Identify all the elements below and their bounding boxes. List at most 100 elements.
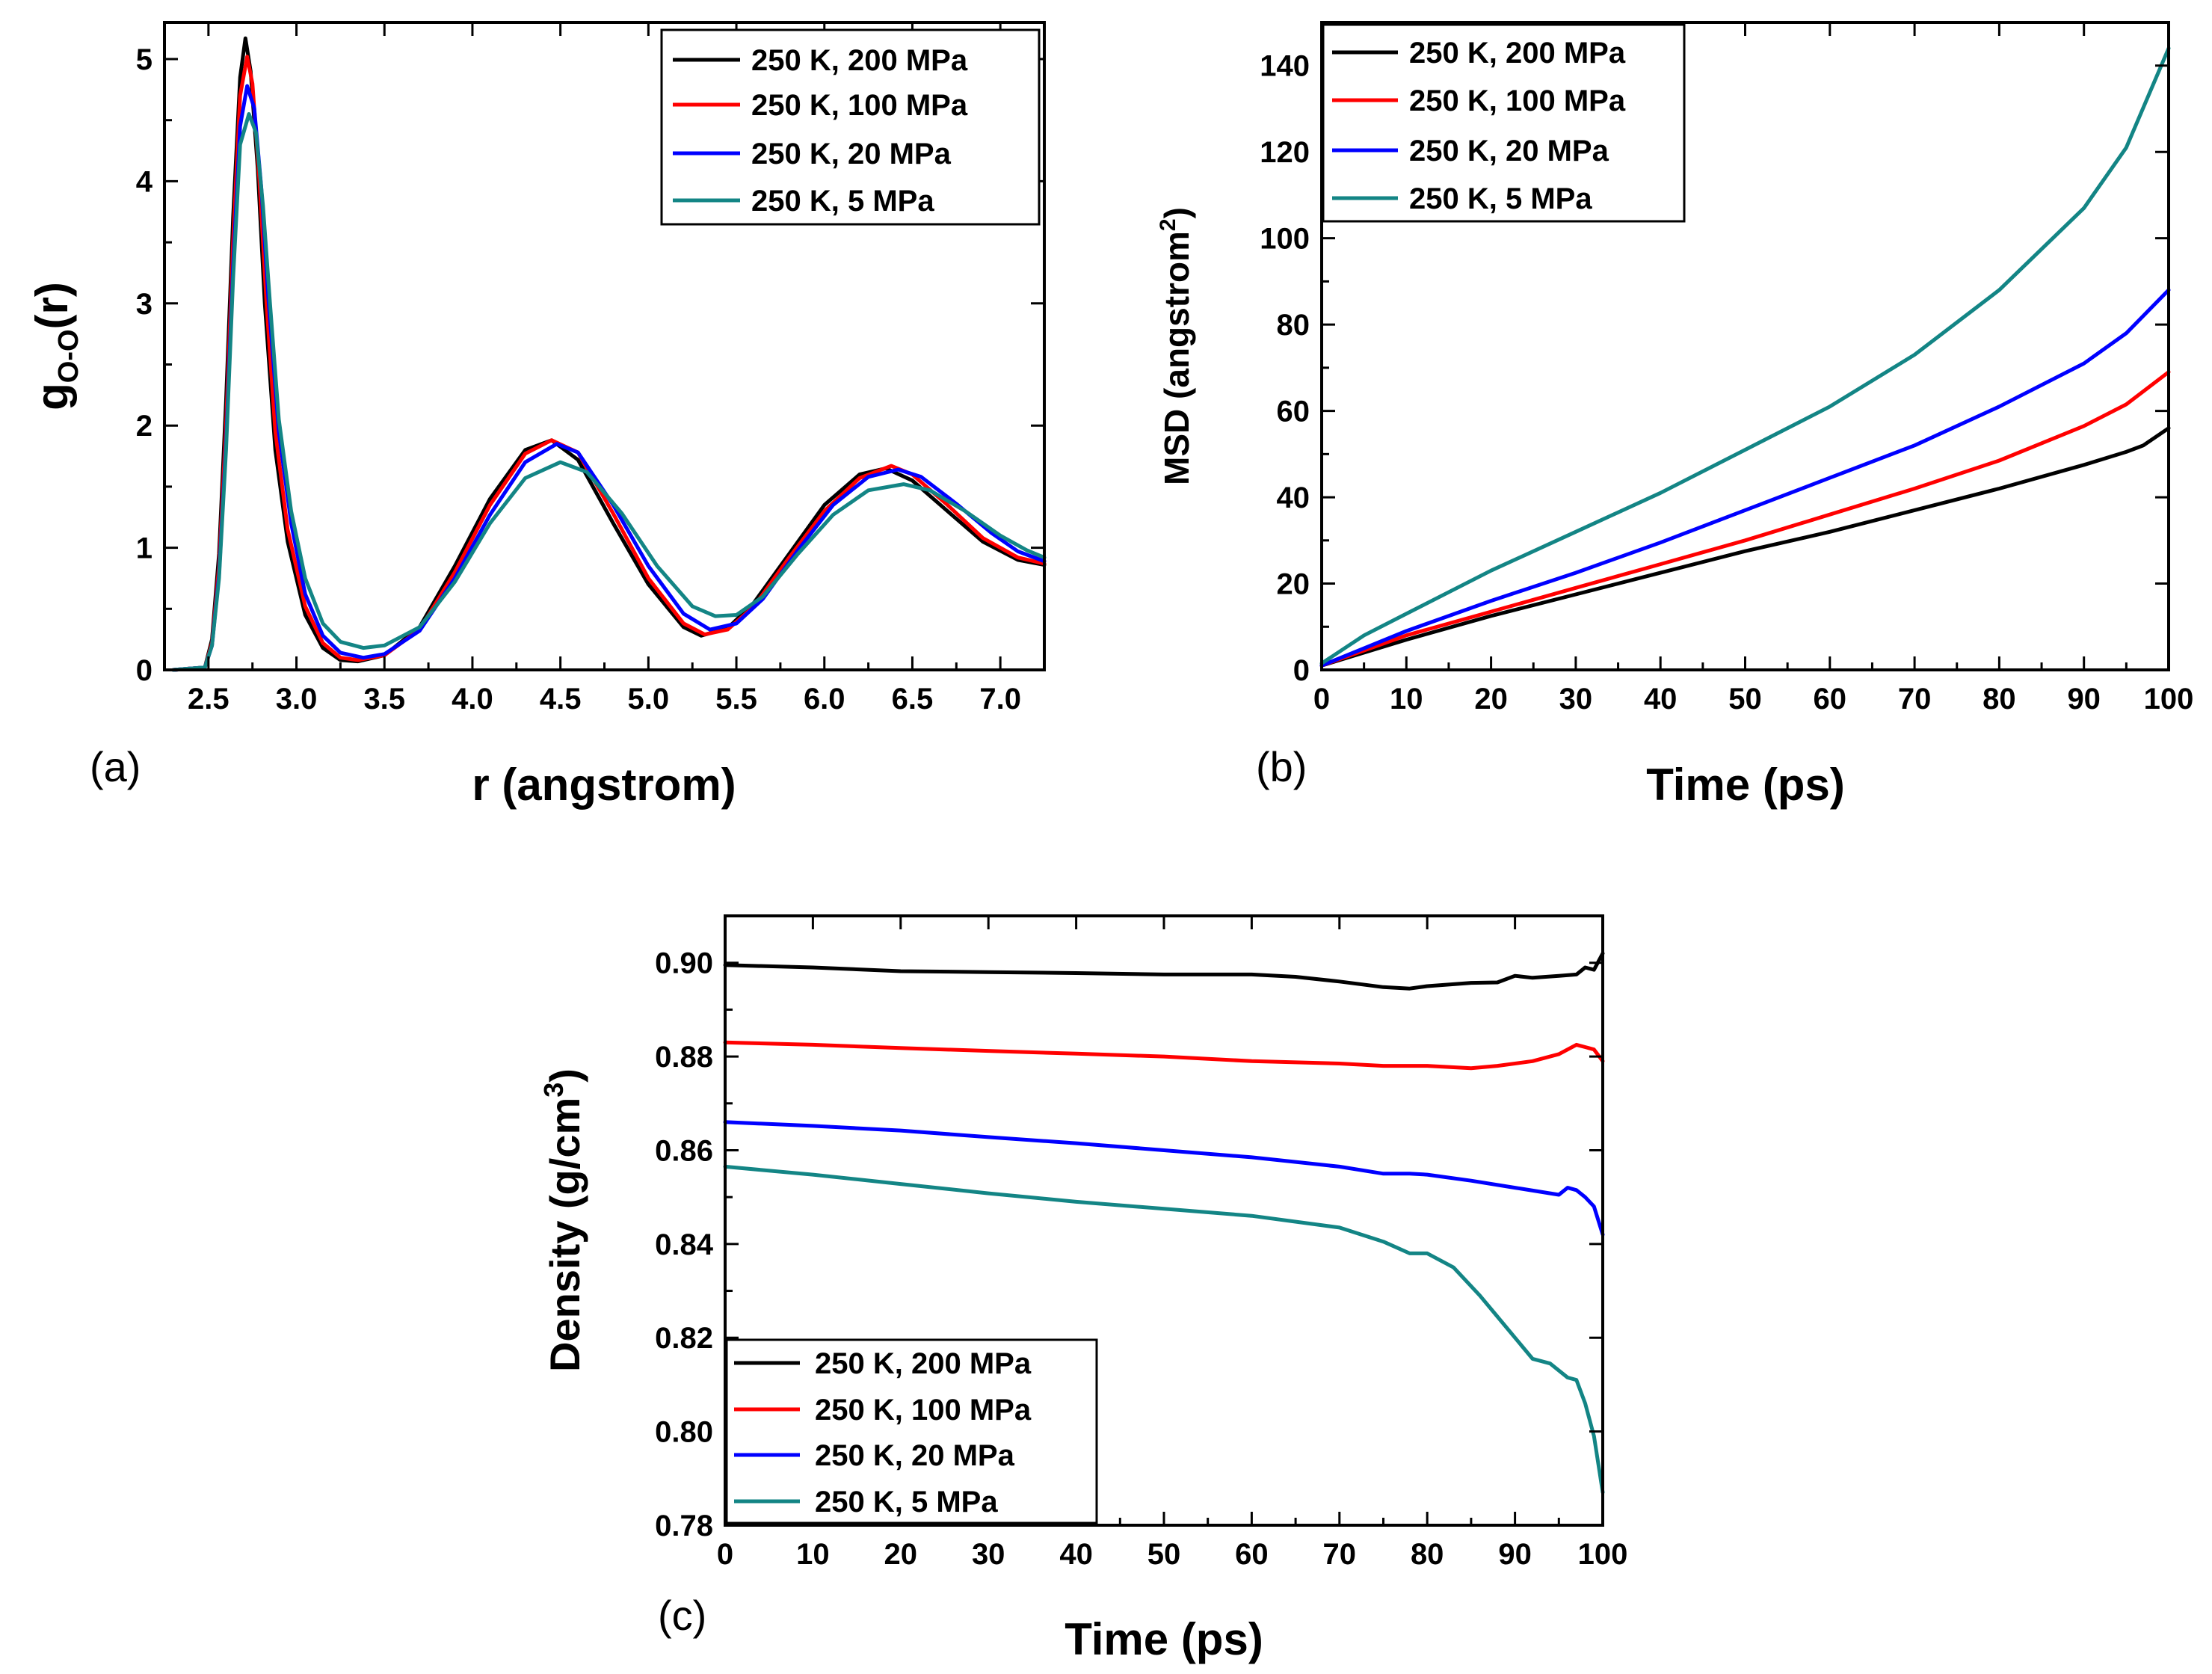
legend-b-label-5: 250 K, 5 MPa	[1409, 182, 1592, 215]
panel-a-ylabel-tail: (r)	[27, 282, 77, 329]
panel-b-series-s100	[1319, 370, 2171, 668]
panel-b-xtick-label: 60	[1814, 683, 1847, 716]
legend-c-label-100: 250 K, 100 MPa	[815, 1394, 1032, 1427]
panel-c-series-s200	[723, 951, 1605, 991]
panel-b-ytick-label: 140	[1260, 50, 1310, 83]
legend-c-label-20: 250 K, 20 MPa	[815, 1439, 1015, 1472]
panel-b-ytick-label: 20	[1277, 568, 1310, 601]
panel-a-xtick-label: 4.0	[452, 683, 493, 716]
legend-b-label-100: 250 K, 100 MPa	[1409, 84, 1626, 117]
panel-b-xtick-label: 50	[1728, 683, 1762, 716]
panel-b-xtick-label: 30	[1559, 683, 1593, 716]
panel-b-legend-box	[1322, 23, 1686, 223]
panel-b-ytick-label: 120	[1260, 136, 1310, 169]
panel-b-series-s20	[1319, 288, 2171, 668]
panel-a-lines	[171, 36, 1047, 672]
panel-b-ytick-label: 60	[1277, 396, 1310, 428]
panel-c-ylabel-sup: 3	[538, 1083, 569, 1098]
panel-c-ytick-label: 0.78	[655, 1510, 713, 1542]
panel-b-label: (b)	[1256, 743, 1307, 790]
panel-b-xlabel: Time (ps)	[1646, 760, 1845, 810]
legend-c-label-5: 250 K, 5 MPa	[815, 1486, 998, 1518]
panel-b-xtick-label: 0	[1313, 683, 1330, 716]
panel-c-ylabel-tail: )	[541, 1068, 588, 1083]
panel-c-xtick-label: 0	[717, 1538, 733, 1571]
panel-c-ticks: 0 10 20 30 40 50 60 70 80 90 100 0.78 0.80 0.82 0.84 0.…	[655, 916, 1627, 1571]
panel-a-legend: 250 K, 200 MPa 250 K, 100 MPa 250 K, 20 …	[660, 28, 1041, 226]
panel-a-xtick-label: 7.0	[979, 683, 1021, 716]
legend-b-label-200: 250 K, 200 MPa	[1409, 37, 1626, 70]
panel-c-ytick-label: 0.88	[655, 1041, 713, 1074]
legend-a-label-200: 250 K, 200 MPa	[751, 44, 968, 77]
panel-a-xtick-label: 3.5	[363, 683, 405, 716]
panel-b-xtick-label: 90	[2067, 683, 2101, 716]
panel-c-series-s100	[723, 1040, 1605, 1071]
panel-b-ylabel-sup: 2	[1156, 218, 1180, 231]
legend-a-label-5: 250 K, 5 MPa	[751, 185, 934, 218]
panel-a-ylabel-sub: O-O	[53, 329, 84, 383]
panel-c-xtick-label: 70	[1323, 1538, 1357, 1571]
panel-c-legend-box	[725, 1338, 1098, 1524]
panel-a-ytick-label: 2	[136, 410, 153, 443]
panel-b-ytick-label: 40	[1277, 481, 1310, 514]
panel-c-xtick-label: 90	[1498, 1538, 1532, 1571]
panel-a-xtick-label: 6.5	[892, 683, 934, 716]
panel-a-ytick-label: 4	[136, 165, 153, 198]
panel-b-ylabel: MSD (angstrom2)	[1156, 207, 1196, 485]
panel-c-series-s20	[723, 1120, 1605, 1237]
panel-b-xtick-label: 80	[1983, 683, 2016, 716]
panel-b-xtick-label: 70	[1898, 683, 1932, 716]
panel-b-lines	[1319, 46, 2171, 668]
panel-c-ylabel-main: Density (g/cm	[541, 1098, 588, 1372]
panel-b-ytick-label: 80	[1277, 309, 1310, 342]
panel-c-xtick-label: 10	[796, 1538, 830, 1571]
panel-c-xtick-label: 20	[884, 1538, 918, 1571]
panel-a-ytick-label: 0	[136, 654, 153, 687]
panel-c-series-s5	[723, 1164, 1605, 1495]
panel-a: 2.5 3.0 3.5 4.0 4.5 5.0 5.5 6.0 6.5 7.0 0 1 2 3 4 5 250…	[27, 21, 1047, 810]
panel-a-ytick-label: 1	[136, 532, 153, 565]
legend-c-label-200: 250 K, 200 MPa	[815, 1347, 1032, 1380]
panel-c-ylabel: Density (g/cm3)	[538, 1068, 588, 1372]
legend-a-label-20: 250 K, 20 MPa	[751, 138, 952, 170]
panel-c-ytick-label: 0.84	[655, 1228, 714, 1261]
panel-a-ytick-label: 5	[136, 43, 153, 76]
panel-a-xtick-label: 3.0	[276, 683, 318, 716]
panel-b: 0 10 20 30 40 50 60 70 80 90 100 0 20 40 60 80 100 120 140…	[1156, 21, 2193, 810]
panel-c: 0 10 20 30 40 50 60 70 80 90 100 0.78 0.80 0.82 0.84 0.…	[538, 914, 1627, 1664]
panel-c-xtick-label: 60	[1235, 1538, 1269, 1571]
panel-a-ytick-label: 3	[136, 288, 153, 321]
panel-c-xlabel: Time (ps)	[1065, 1614, 1263, 1664]
legend-b-label-20: 250 K, 20 MPa	[1409, 135, 1609, 167]
panel-a-legend-box	[660, 28, 1041, 226]
panel-a-ticks: 2.5 3.0 3.5 4.0 4.5 5.0 5.5 6.0 6.5 7.0 0 1 2 3 4 5	[136, 22, 1044, 716]
legend-a-label-100: 250 K, 100 MPa	[751, 89, 968, 122]
panel-b-xtick-label: 20	[1474, 683, 1508, 716]
panel-a-xtick-label: 2.5	[188, 683, 229, 716]
panel-a-series-s100	[171, 55, 1047, 672]
panel-a-series-s200	[171, 36, 1047, 672]
panel-a-series-s20	[171, 84, 1047, 672]
panel-b-ytick-label: 100	[1260, 223, 1310, 256]
panel-b-ylabel-main: MSD (angstrom	[1157, 231, 1196, 485]
panel-b-ytick-label: 0	[1293, 654, 1310, 687]
panel-c-ytick-label: 0.86	[655, 1134, 713, 1167]
panel-b-ylabel-tail: )	[1157, 207, 1196, 218]
panel-c-label: (c)	[658, 1592, 706, 1639]
panel-c-xtick-label: 80	[1411, 1538, 1444, 1571]
panel-b-xtick-label: 40	[1644, 683, 1678, 716]
panel-a-xtick-label: 5.0	[628, 683, 670, 716]
panel-b-series-s5	[1319, 46, 2171, 665]
panel-b-series-s200	[1319, 426, 2171, 668]
panel-a-series-s5	[171, 112, 1047, 672]
panel-c-xtick-label: 100	[1578, 1538, 1628, 1571]
panel-c-xtick-label: 30	[972, 1538, 1005, 1571]
panel-a-xtick-label: 4.5	[540, 683, 582, 716]
panel-c-xtick-label: 50	[1147, 1538, 1181, 1571]
panel-a-ylabel: gO-O(r)	[27, 282, 84, 410]
panel-b-ticks: 0 10 20 30 40 50 60 70 80 90 100 0 20 40 60 80 100 120 140	[1260, 22, 2193, 716]
panel-b-legend: 250 K, 200 MPa 250 K, 100 MPa 250 K, 20 …	[1322, 23, 1686, 223]
panel-a-label: (a)	[90, 743, 141, 790]
panel-c-xtick-label: 40	[1059, 1538, 1093, 1571]
panel-b-xtick-label: 100	[2144, 683, 2194, 716]
